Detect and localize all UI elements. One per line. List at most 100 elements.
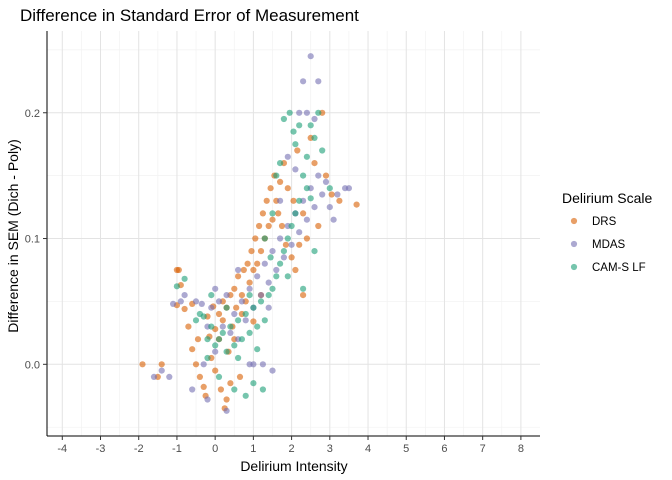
data-point xyxy=(250,304,257,311)
data-point xyxy=(254,260,261,267)
data-point xyxy=(261,260,268,267)
x-tick-label: -1 xyxy=(172,443,182,455)
data-point xyxy=(250,361,257,368)
data-point xyxy=(315,222,322,230)
data-point xyxy=(319,147,326,154)
data-point xyxy=(189,346,196,353)
data-point xyxy=(269,367,276,374)
data-point xyxy=(212,285,219,292)
data-point xyxy=(238,298,245,305)
data-point xyxy=(307,53,314,60)
x-tick-label: 3 xyxy=(327,443,333,455)
legend-label: MDAS xyxy=(592,239,626,251)
legend-key xyxy=(570,240,578,248)
data-point xyxy=(204,396,211,403)
data-point xyxy=(173,283,180,290)
data-point xyxy=(200,313,207,320)
data-point xyxy=(275,210,282,217)
x-tick-label: 5 xyxy=(403,443,409,455)
data-point xyxy=(326,204,333,211)
data-point xyxy=(311,134,318,141)
data-point xyxy=(296,229,303,236)
data-point xyxy=(290,128,297,135)
data-point xyxy=(288,241,295,248)
data-point xyxy=(181,292,188,299)
series-cam-s-lf xyxy=(173,109,333,399)
data-point xyxy=(254,323,261,330)
data-point xyxy=(231,285,238,292)
data-point xyxy=(273,172,280,179)
data-point xyxy=(215,310,223,318)
data-point xyxy=(223,304,230,311)
data-point xyxy=(303,185,310,192)
data-point xyxy=(265,304,272,311)
y-axis-title: Difference in SEM (Dich - Poly) xyxy=(5,139,21,332)
data-point xyxy=(257,292,265,299)
data-point xyxy=(246,279,253,286)
data-point xyxy=(227,380,234,387)
data-point xyxy=(256,222,263,230)
grid xyxy=(47,31,540,436)
data-point xyxy=(294,147,301,154)
data-point xyxy=(288,254,295,261)
data-point xyxy=(227,329,234,336)
data-point xyxy=(280,115,287,123)
data-point xyxy=(315,109,322,116)
data-point xyxy=(259,210,266,217)
legend-label: DRS xyxy=(592,216,617,228)
data-point xyxy=(265,279,272,286)
x-tick-label: 0 xyxy=(212,443,218,455)
data-point xyxy=(139,361,146,368)
data-point xyxy=(296,122,303,129)
data-point xyxy=(212,367,219,374)
data-point xyxy=(292,210,299,217)
data-point xyxy=(300,210,307,217)
data-point xyxy=(231,386,238,393)
data-point xyxy=(219,317,226,324)
data-point xyxy=(250,266,257,274)
data-point xyxy=(269,248,276,255)
x-tick-label: 2 xyxy=(289,443,295,455)
data-point xyxy=(345,185,352,192)
data-point xyxy=(208,304,215,311)
data-point xyxy=(246,285,253,292)
x-tick-label: -3 xyxy=(96,443,106,455)
data-point xyxy=(250,380,257,387)
data-point xyxy=(244,260,251,267)
data-point xyxy=(204,354,211,362)
data-point xyxy=(261,235,268,242)
data-point xyxy=(235,266,242,274)
data-point xyxy=(300,285,307,292)
x-tick-label: 4 xyxy=(365,443,371,455)
data-point xyxy=(267,254,274,261)
data-point xyxy=(208,323,215,330)
data-point xyxy=(242,392,249,399)
data-point xyxy=(215,373,223,380)
data-point xyxy=(326,185,333,192)
data-point xyxy=(257,248,265,255)
data-point xyxy=(330,216,337,223)
data-point xyxy=(282,241,289,248)
data-point xyxy=(303,235,310,242)
chart-title: Difference in Standard Error of Measurem… xyxy=(20,6,359,25)
data-point xyxy=(328,191,335,198)
data-point xyxy=(235,273,242,280)
data-point xyxy=(286,109,293,116)
data-point xyxy=(212,342,219,349)
data-point xyxy=(292,141,299,148)
data-point xyxy=(219,329,226,336)
data-point xyxy=(235,354,242,362)
x-tick-label: 8 xyxy=(518,443,524,455)
data-point xyxy=(292,166,299,173)
data-point xyxy=(257,298,265,305)
data-point xyxy=(250,318,257,325)
data-point xyxy=(277,260,284,267)
data-point xyxy=(223,396,230,403)
data-point xyxy=(223,292,230,299)
x-tick-label: -4 xyxy=(57,443,67,455)
data-point xyxy=(267,185,274,192)
data-point xyxy=(311,160,318,167)
data-point xyxy=(311,115,318,123)
data-point xyxy=(235,317,242,324)
y-tick-label: 0.1 xyxy=(25,234,40,246)
